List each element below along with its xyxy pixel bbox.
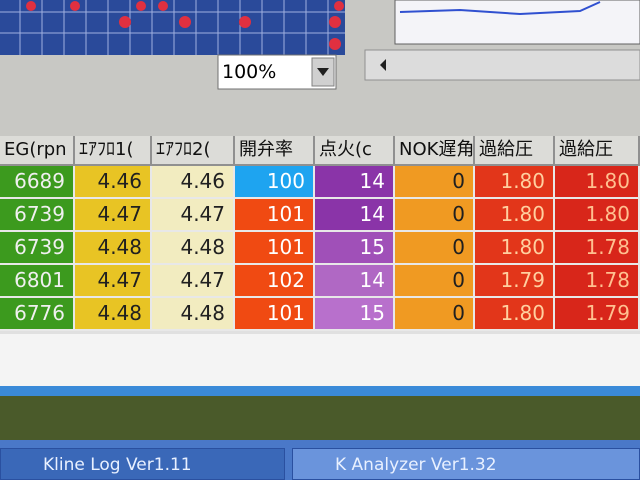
grid-cell: 1.80 xyxy=(555,199,640,232)
grid-cell: 4.48 xyxy=(75,232,152,265)
background xyxy=(0,396,640,448)
column-header[interactable]: NOK遅角 xyxy=(395,136,475,166)
blank-area xyxy=(0,334,640,386)
grid-cell: 6739 xyxy=(0,232,75,265)
zoom-combo[interactable]: 100% xyxy=(222,61,277,83)
grid-cell: 4.48 xyxy=(75,298,152,331)
grid-cell: 1.79 xyxy=(555,298,640,331)
data-grid: EG(rpn ｴｱﾌﾛ1(ｴｱﾌﾛ2(開弁率 点火(c NOK遅角 過給圧 過給圧 6689… xyxy=(0,136,640,334)
grid-cell: 1.80 xyxy=(555,166,640,199)
grid-cell: 102 xyxy=(235,265,315,298)
grid-cell: 14 xyxy=(315,166,395,199)
grid-cell: 6776 xyxy=(0,298,75,331)
grid-cell: 4.47 xyxy=(75,199,152,232)
column-header[interactable]: 過給圧 xyxy=(475,136,555,166)
grid-cell: 4.48 xyxy=(152,232,235,265)
column-header[interactable]: ｴｱﾌﾛ1( xyxy=(75,136,152,166)
grid-cell: 101 xyxy=(235,199,315,232)
grid-cell: 0 xyxy=(395,298,475,331)
grid-cell: 6801 xyxy=(0,265,75,298)
column-header[interactable]: 過給圧 xyxy=(555,136,640,166)
grid-cell: 14 xyxy=(315,199,395,232)
grid-cell: 6739 xyxy=(0,199,75,232)
grid-cell: 4.47 xyxy=(152,199,235,232)
grid-cell: 1.79 xyxy=(475,265,555,298)
grid-cell: 6689 xyxy=(0,166,75,199)
grid-cell: 1.80 xyxy=(475,298,555,331)
grid-cell: 4.48 xyxy=(152,298,235,331)
grid-cell: 0 xyxy=(395,265,475,298)
grid-cell: 4.47 xyxy=(75,265,152,298)
taskbar-button[interactable]: K Analyzer Ver1.32 xyxy=(292,448,640,480)
grid-cell: 1.78 xyxy=(555,232,640,265)
grid-cell: 0 xyxy=(395,199,475,232)
grid-cell: 101 xyxy=(235,298,315,331)
grid-cell: 15 xyxy=(315,298,395,331)
column-header[interactable]: EG(rpn xyxy=(0,136,75,166)
grid-cell: 0 xyxy=(395,232,475,265)
window-border xyxy=(0,386,640,396)
column-header[interactable]: ｴｱﾌﾛ2( xyxy=(152,136,235,166)
grid-cell: 1.80 xyxy=(475,232,555,265)
column-header[interactable]: 点火(c xyxy=(315,136,395,166)
grid-cell: 4.46 xyxy=(75,166,152,199)
grid-cell: 1.80 xyxy=(475,166,555,199)
grid-cell: 4.47 xyxy=(152,265,235,298)
grid-cell: 101 xyxy=(235,232,315,265)
grid-cell: 0 xyxy=(395,166,475,199)
top-panels xyxy=(0,0,640,90)
column-header[interactable]: 開弁率 xyxy=(235,136,315,166)
grid-cell: 14 xyxy=(315,265,395,298)
grid-cell: 100 xyxy=(235,166,315,199)
taskbar-button[interactable]: Kline Log Ver1.11 xyxy=(0,448,285,480)
grid-cell: 1.78 xyxy=(555,265,640,298)
grid-cell: 15 xyxy=(315,232,395,265)
grid-cell: 1.80 xyxy=(475,199,555,232)
grid-cell: 4.46 xyxy=(152,166,235,199)
